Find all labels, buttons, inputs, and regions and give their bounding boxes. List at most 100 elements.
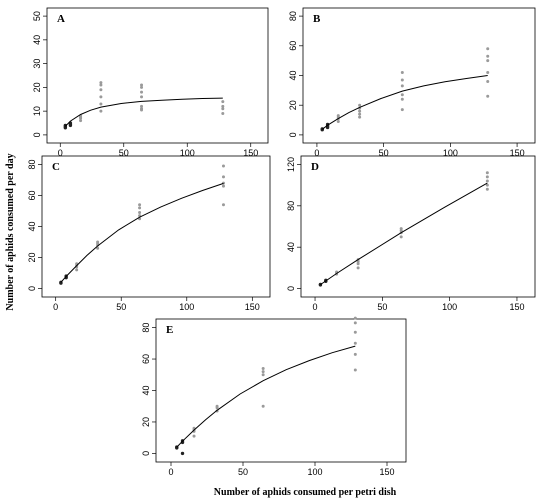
panel-e-data-point xyxy=(261,373,265,377)
panel-a-data-point xyxy=(79,115,83,119)
panel-a-y-tick-label: 30 xyxy=(32,59,42,69)
panel-b: B 0 50 100 150 0 20 40 60 80 xyxy=(288,7,536,158)
panel-b-x-tick-label: 100 xyxy=(443,148,458,158)
panel-b-data-point xyxy=(486,59,490,63)
panel-c-data-point xyxy=(138,203,142,207)
panel-e-data-point xyxy=(180,451,185,456)
panel-a-data-point xyxy=(140,95,144,99)
panel-e-y-tick-label: 40 xyxy=(141,385,151,395)
panel-e-data-point xyxy=(192,434,196,438)
panel-a-data-point xyxy=(140,104,144,108)
y-axis-title: Number of aphids consumed per day xyxy=(5,153,16,310)
panel-a-fit-curve xyxy=(64,97,223,127)
panel-b-data-point xyxy=(400,93,404,97)
panel-c-data-point xyxy=(221,184,225,188)
panel-c-data-point xyxy=(221,175,225,179)
panel-e-label: E xyxy=(166,324,173,336)
panel-e-y-tick-label: 0 xyxy=(141,451,151,456)
panel-d-data-point xyxy=(485,179,489,183)
panel-d-y-tick-label: 120 xyxy=(286,157,296,172)
panel-a-data-point xyxy=(221,107,225,111)
panel-b-data-point xyxy=(486,71,490,75)
panel-b-x-tick-label: 150 xyxy=(510,148,525,158)
panel-c-y-tick-label: 60 xyxy=(27,190,37,200)
panel-e-frame xyxy=(155,318,407,463)
panel-a-y-tick-label: 10 xyxy=(32,106,42,116)
panel-b-data-point xyxy=(486,47,490,51)
panel-e-data-point xyxy=(261,370,265,374)
panel-e-y-tick-label: 80 xyxy=(141,323,151,333)
panel-c-y-tick-label: 40 xyxy=(27,221,37,231)
panel-e-fit-curve xyxy=(176,345,356,448)
panel-a-data-point xyxy=(99,95,103,99)
panel-e-data-point xyxy=(353,321,357,325)
panel-c-data-point xyxy=(96,240,100,244)
panel-a-data-point xyxy=(99,109,103,113)
panel-c-data-point xyxy=(96,246,100,250)
panel-a-y-tick-label: 50 xyxy=(32,11,42,21)
panel-c-x-tick-label: 150 xyxy=(245,302,260,312)
panel-a-data-point xyxy=(99,81,103,85)
panel-a-data-point xyxy=(221,112,225,116)
panel-e-data-point xyxy=(215,404,219,408)
panel-b-data-point xyxy=(400,71,404,75)
panel-b-data-point xyxy=(358,109,362,113)
panel-d-data-point xyxy=(356,260,360,264)
panel-a-data-point xyxy=(140,85,144,89)
panel-a-data-point xyxy=(68,122,73,126)
panel-a-y-tick-label: 0 xyxy=(32,132,42,137)
panel-d-label: D xyxy=(311,161,319,173)
panel-d-data-point xyxy=(356,266,360,270)
panel-a-data-point xyxy=(140,90,144,94)
panel-b-data-point xyxy=(358,103,362,107)
panel-c-fit-curve xyxy=(60,182,224,283)
panel-b-data-point xyxy=(486,54,490,58)
panel-e-x-tick-label: 50 xyxy=(238,467,248,477)
panel-c-frame xyxy=(41,155,271,298)
panel-d-data-point xyxy=(399,235,403,239)
panel-d-data-point xyxy=(485,187,489,191)
panel-d-x-tick-label: 150 xyxy=(509,302,524,312)
panel-b-y-tick-label: 80 xyxy=(288,11,298,21)
panel-e-x-tick-label: 100 xyxy=(307,467,322,477)
panel-d-data-point xyxy=(485,183,489,187)
panel-b-data-point xyxy=(400,108,404,112)
panel-b-x-tick-label: 50 xyxy=(379,148,389,158)
panel-a-x-tick-label: 100 xyxy=(180,148,195,158)
panel-b-data-point xyxy=(486,79,490,83)
panel-c: C 0 50 100 150 0 20 40 60 80 xyxy=(27,155,271,312)
panel-e-data-point xyxy=(353,341,357,345)
panel-d-y-tick-label: 80 xyxy=(286,201,296,211)
panel-c-label: C xyxy=(52,161,60,173)
panel-d: D 0 50 100 150 0 40 80 120 xyxy=(286,155,536,312)
panel-e-data-point xyxy=(353,330,357,334)
panel-b-y-tick-label: 40 xyxy=(288,70,298,80)
panel-b-label: B xyxy=(313,13,321,25)
panel-a-frame xyxy=(46,7,269,144)
panel-e-y-tick-label: 20 xyxy=(141,417,151,427)
panel-e-y-tick-label: 60 xyxy=(141,354,151,364)
panel-b-x-tick-label: 0 xyxy=(314,148,319,158)
panel-a-data-point xyxy=(79,119,83,123)
panel-d-y-tick-label: 0 xyxy=(286,286,296,291)
panel-c-y-tick-label: 0 xyxy=(27,286,37,291)
panel-a-label: A xyxy=(57,13,65,25)
panel-a-data-point xyxy=(221,104,225,108)
panel-a-data-point xyxy=(140,83,144,87)
panel-d-fit-curve xyxy=(320,182,488,286)
panel-b-data-point xyxy=(400,78,404,82)
panel-b-y-tick-label: 20 xyxy=(288,100,298,110)
panel-c-y-tick-label: 20 xyxy=(27,253,37,263)
panel-c-x-tick-label: 50 xyxy=(116,302,126,312)
panel-c-x-tick-label: 100 xyxy=(179,302,194,312)
panel-e-data-point xyxy=(353,316,357,320)
panel-d-y-tick-label: 40 xyxy=(286,242,296,252)
panel-b-y-tick-label: 0 xyxy=(288,132,298,137)
panel-a-y-tick-label: 40 xyxy=(32,35,42,45)
panel-b-data-point xyxy=(486,94,490,98)
panel-d-data-point xyxy=(356,262,360,266)
panel-c-x-tick-label: 0 xyxy=(53,302,58,312)
panel-e: E 0 50 100 150 0 20 40 60 80 xyxy=(141,316,407,477)
panel-e-data-point xyxy=(353,352,357,356)
